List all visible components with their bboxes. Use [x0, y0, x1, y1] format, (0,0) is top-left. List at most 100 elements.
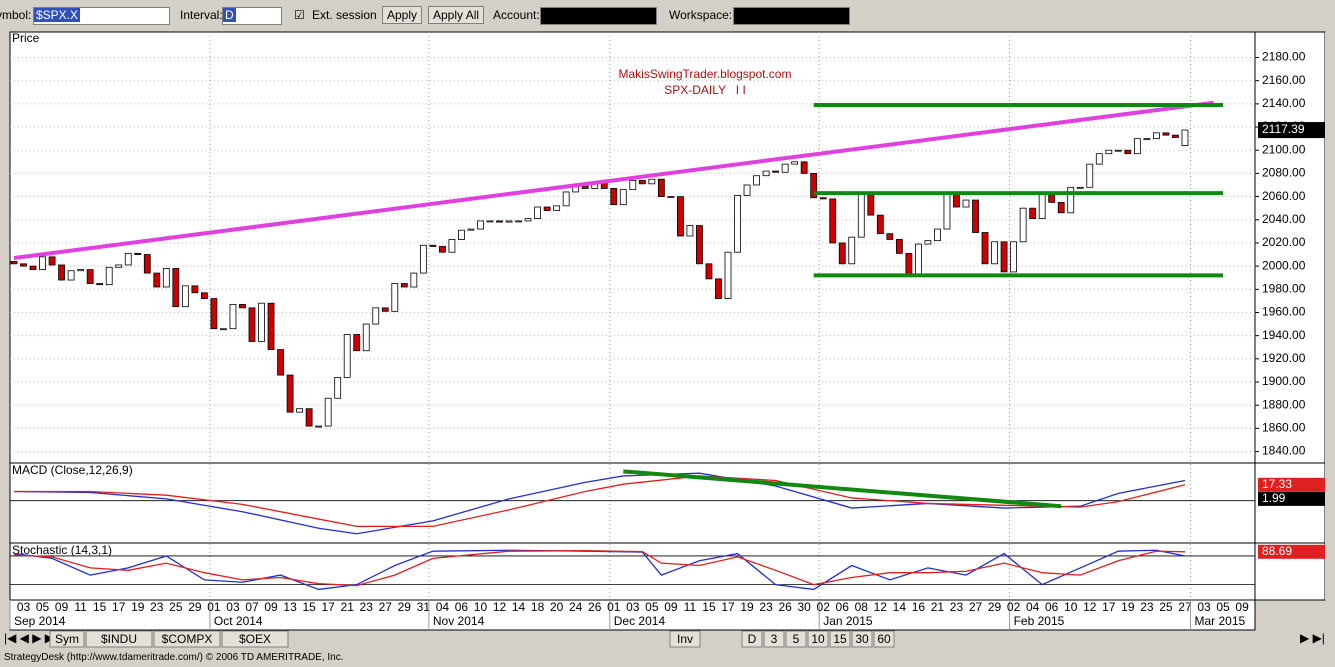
- tab[interactable]: [873, 630, 895, 648]
- candle: [134, 252, 142, 255]
- candle: [343, 334, 351, 378]
- x-tick-label: 23: [150, 600, 164, 614]
- y-tick-label: 2020.00: [1262, 235, 1306, 249]
- candle: [10, 261, 18, 265]
- x-tick-label: 15: [302, 600, 316, 614]
- candle: [829, 198, 837, 244]
- month-label: Dec 2014: [614, 614, 666, 628]
- candle: [657, 178, 665, 197]
- x-tick-label: 16: [912, 600, 926, 614]
- candle: [286, 374, 294, 413]
- tab-label: Sym: [55, 632, 79, 646]
- x-tick-label: 31: [417, 600, 431, 614]
- x-tick-label: 19: [1121, 600, 1135, 614]
- candle: [86, 269, 94, 284]
- tab[interactable]: [785, 630, 807, 648]
- candle: [848, 236, 856, 265]
- candle: [1162, 132, 1170, 136]
- month-label: Sep 2014: [14, 614, 66, 628]
- workspace-box[interactable]: [733, 7, 850, 25]
- x-tick-label: 19: [740, 600, 754, 614]
- tab-label: 10: [811, 632, 825, 646]
- x-tick-label: 18: [531, 600, 545, 614]
- side-strip: [0, 32, 9, 600]
- stoch-title: Stochastic (14,3,1): [12, 543, 112, 557]
- candle: [200, 292, 208, 299]
- x-tick-label: 29: [188, 600, 202, 614]
- candle: [819, 197, 827, 200]
- tab-label: $OEX: [239, 632, 271, 646]
- tab[interactable]: [829, 630, 851, 648]
- candle: [105, 266, 113, 286]
- candle: [857, 193, 865, 238]
- tab[interactable]: [153, 630, 221, 648]
- candle: [1038, 193, 1046, 220]
- x-tick-label: 03: [226, 600, 240, 614]
- y-tick-label: 2100.00: [1262, 142, 1306, 156]
- candle: [1143, 138, 1151, 141]
- candle: [543, 206, 551, 211]
- y-tick-label: 2040.00: [1262, 212, 1306, 226]
- nav-arrows[interactable]: ▶ ▶|: [1300, 631, 1325, 645]
- candle: [953, 192, 960, 208]
- last-value-box: [1258, 491, 1325, 506]
- candle: [895, 239, 903, 254]
- candle: [438, 246, 446, 253]
- candle: [762, 170, 770, 177]
- tab[interactable]: [807, 630, 829, 648]
- apply-button[interactable]: Apply: [382, 6, 423, 24]
- candle: [981, 232, 989, 265]
- x-tick-label: 03: [626, 600, 640, 614]
- y-tick-label: 2140.00: [1262, 96, 1306, 110]
- x-tick-label: 09: [664, 600, 678, 614]
- candle: [524, 218, 532, 222]
- candle: [553, 205, 561, 211]
- symbol-box[interactable]: $SPX.X: [33, 7, 170, 25]
- x-tick-label: 09: [264, 600, 278, 614]
- interval-box[interactable]: D: [222, 7, 282, 25]
- x-tick-label: 25: [169, 600, 183, 614]
- candle: [96, 283, 104, 286]
- month-label: Nov 2014: [433, 614, 485, 628]
- interval-label: Interval:: [180, 8, 223, 22]
- candle: [781, 163, 789, 173]
- tab[interactable]: [741, 630, 763, 648]
- x-tick-label: 05: [1216, 600, 1230, 614]
- tab[interactable]: [49, 630, 85, 648]
- x-tick-label: 08: [855, 600, 869, 614]
- ext-checkbox[interactable]: ☑: [294, 8, 305, 22]
- candle: [353, 334, 361, 352]
- candle: [743, 184, 751, 196]
- y-tick-label: 1840.00: [1262, 444, 1306, 458]
- x-tick-label: 04: [1026, 600, 1040, 614]
- candle: [248, 307, 256, 342]
- ext-label: Ext. session: [312, 8, 377, 22]
- x-tick-label: 26: [778, 600, 792, 614]
- tab[interactable]: [851, 630, 873, 648]
- x-tick-label: 11: [74, 600, 87, 614]
- candle: [115, 264, 123, 268]
- x-tick-label: 27: [379, 600, 393, 614]
- tab-bar: [0, 631, 1335, 649]
- candle: [1048, 193, 1056, 203]
- account-label: Account:: [493, 8, 540, 22]
- x-tick-label: 06: [455, 600, 469, 614]
- candle: [296, 408, 304, 413]
- apply-all-button[interactable]: Apply All: [428, 6, 485, 24]
- scrollbar[interactable]: [1325, 32, 1335, 600]
- nav-arrows[interactable]: |◀ ◀ ▶ ▶|: [4, 631, 57, 645]
- candle: [629, 179, 637, 191]
- tab[interactable]: [763, 630, 785, 648]
- last-value-label: 88.69: [1262, 544, 1292, 558]
- x-tick-label: 04: [436, 600, 450, 614]
- candle: [467, 228, 475, 231]
- x-tick-label: 09: [1235, 600, 1249, 614]
- tab[interactable]: [221, 630, 289, 648]
- tab[interactable]: [669, 630, 701, 648]
- candle: [734, 195, 741, 253]
- symbol-value: $SPX.X: [34, 8, 81, 22]
- tab[interactable]: [85, 630, 153, 648]
- account-box[interactable]: [540, 7, 657, 25]
- x-tick-label: 10: [474, 600, 488, 614]
